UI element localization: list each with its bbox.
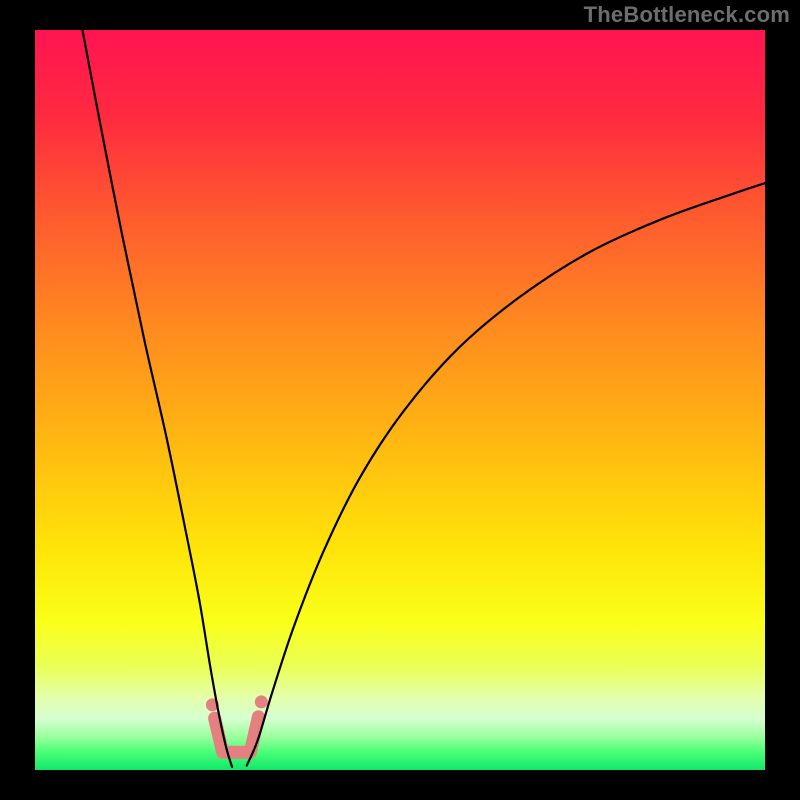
bottleneck-chart — [0, 0, 800, 800]
valley-marker-dot — [255, 695, 268, 708]
gradient-plot-area — [35, 30, 765, 770]
watermark-text: TheBottleneck.com — [584, 2, 790, 28]
chart-stage: TheBottleneck.com — [0, 0, 800, 800]
